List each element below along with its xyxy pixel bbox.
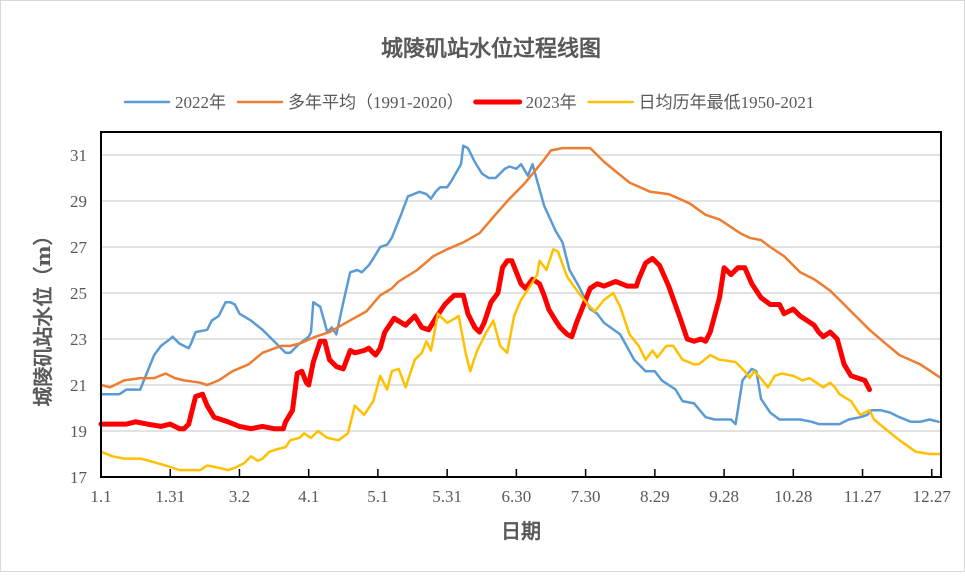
x-tick-label: 9.28 [709, 487, 739, 506]
y-tick-label: 31 [70, 146, 87, 165]
x-tick-label: 12.27 [913, 487, 952, 506]
gridlines [101, 154, 941, 432]
chart-title: 城陵矶站水位过程线图 [381, 36, 601, 62]
y-tick-label: 19 [70, 422, 87, 441]
legend-label: 日均历年最低1950-2021 [639, 93, 815, 112]
x-tick-label: 1.31 [155, 487, 185, 506]
x-tick-label: 8.29 [640, 487, 670, 506]
y-axis-title: 城陵矶站水位（m） [31, 225, 55, 406]
x-tick-label: 10.28 [774, 487, 812, 506]
x-tick-label: 11.27 [844, 487, 882, 506]
legend-item-0: 2022年 [123, 93, 226, 112]
series-line-2 [98, 256, 872, 432]
x-axis-title: 日期 [501, 519, 541, 543]
legend-label: 多年平均（1991-2020） [288, 93, 464, 112]
legend-item-2: 2023年 [473, 93, 577, 112]
y-tick-label: 25 [70, 284, 87, 303]
x-tick-label: 5.31 [432, 487, 462, 506]
x-tick-labels: 1.1 1.31 3.2 4.1 5.1 5.31 6.30 7.30 8.29 9.28 10.2… [90, 487, 951, 506]
series-line-3 [99, 248, 943, 472]
x-tick-label: 4.1 [298, 487, 319, 506]
x-tick-label: 1.1 [90, 487, 111, 506]
y-tick-label: 29 [70, 192, 87, 211]
series-lines [98, 144, 943, 472]
legend: 2022年 多年平均（1991-2020） 2023年 日均历年最低1950-2021 [123, 93, 815, 112]
x-tick-label: 6.30 [502, 487, 532, 506]
x-tick-label: 7.30 [571, 487, 601, 506]
x-tick-label: 3.2 [229, 487, 250, 506]
y-tick-label: 21 [70, 376, 87, 395]
legend-item-1: 多年平均（1991-2020） [236, 93, 464, 112]
axes [100, 131, 942, 478]
y-tick-label: 23 [70, 330, 87, 349]
x-tick-label: 5.1 [367, 487, 388, 506]
series-line-0 [99, 144, 940, 426]
legend-item-3: 日均历年最低1950-2021 [587, 93, 815, 112]
plot-border [100, 131, 942, 478]
legend-label: 2023年 [526, 93, 577, 112]
series-line-1 [99, 146, 943, 389]
y-tick-label: 27 [70, 238, 88, 257]
legend-label: 2022年 [175, 93, 226, 112]
y-tick-labels: 17 19 21 23 25 27 29 31 [70, 146, 88, 487]
y-tick-label: 17 [70, 468, 88, 487]
